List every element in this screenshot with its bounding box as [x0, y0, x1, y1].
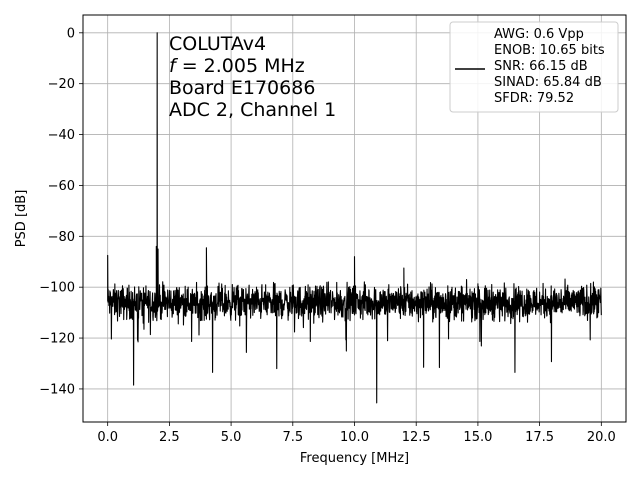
- series-group: [107, 32, 602, 404]
- y-tick-label: −100: [39, 281, 75, 296]
- x-axis-label: Frequency [MHz]: [300, 451, 409, 466]
- annotation-line-2: f = 2.005 MHz: [169, 55, 305, 77]
- x-tick-label: 0.0: [97, 430, 118, 445]
- y-tick-label: −120: [39, 332, 75, 347]
- psd-series-line: [107, 32, 602, 404]
- legend-box: [449, 21, 619, 113]
- legend-entry-3: SNR: 66.15 dB: [494, 59, 588, 74]
- frequency-symbol: f: [169, 55, 179, 77]
- x-tick-label: 17.5: [525, 430, 554, 445]
- x-tick-label: 15.0: [463, 430, 492, 445]
- y-axis: 0 −20 −40 −60 −80 −100 −120 −140: [39, 26, 83, 397]
- y-tick-label: −40: [48, 128, 75, 143]
- x-tick-label: 12.5: [402, 430, 431, 445]
- y-tick-label: −140: [39, 382, 75, 397]
- x-tick-label: 2.5: [159, 430, 180, 445]
- annotation-block: COLUTAv4 f = 2.005 MHz Board E170686 ADC …: [169, 33, 336, 121]
- annotation-line-4: ADC 2, Channel 1: [169, 99, 336, 121]
- x-axis: 0.0 2.5 5.0 7.5 10.0 12.5 15.0 17.5 20.0: [97, 422, 616, 445]
- legend-entry-5: SFDR: 79.52: [494, 91, 574, 106]
- legend: AWG: 0.6 Vpp ENOB: 10.65 bits SNR: 66.15…: [449, 21, 619, 113]
- x-tick-label: 7.5: [282, 430, 303, 445]
- x-tick-label: 10.0: [340, 430, 369, 445]
- x-tick-label: 20.0: [587, 430, 616, 445]
- y-tick-label: −20: [48, 77, 75, 92]
- legend-entry-2: ENOB: 10.65 bits: [494, 43, 605, 58]
- annotation-line-3: Board E170686: [169, 77, 315, 99]
- y-tick-label: 0: [67, 26, 75, 41]
- frequency-value: = 2.005 MHz: [182, 55, 305, 77]
- annotation-line-1: COLUTAv4: [169, 33, 266, 55]
- y-axis-label: PSD [dB]: [14, 190, 29, 248]
- legend-entry-4: SINAD: 65.84 dB: [494, 75, 602, 90]
- legend-entry-1: AWG: 0.6 Vpp: [494, 27, 584, 42]
- x-tick-label: 5.0: [221, 430, 242, 445]
- y-tick-label: −80: [48, 230, 75, 245]
- y-tick-label: −60: [48, 179, 75, 194]
